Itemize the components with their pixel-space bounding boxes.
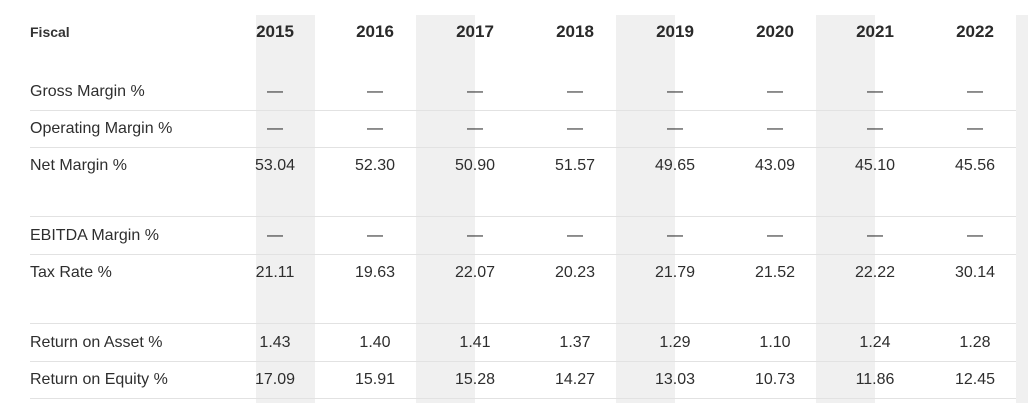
table-cell: — (967, 227, 983, 244)
table-cell: 50.90 (454, 157, 496, 174)
table-cell: 51.57 (554, 157, 596, 174)
table-cell: 45.56 (954, 157, 996, 174)
fiscal-header: Fiscal (30, 24, 70, 40)
year-header-2015: 2015 (256, 22, 294, 41)
row-divider (30, 323, 1016, 324)
table-cell: — (567, 227, 583, 244)
row-label-operating-margin: Operating Margin % (30, 120, 173, 137)
table-cell: — (567, 83, 583, 100)
column-shade-cut-off (1016, 15, 1028, 403)
table-cell: — (467, 227, 483, 244)
table-cell: 22.07 (454, 264, 496, 281)
row-divider (30, 216, 1016, 217)
table-cell: 21.11 (255, 264, 295, 281)
table-cell: 21.52 (754, 264, 796, 281)
table-cell: 15.91 (354, 371, 396, 388)
table-cell: — (767, 227, 783, 244)
year-header-2016: 2016 (356, 22, 394, 41)
table-cell: 21.79 (654, 264, 696, 281)
table-cell: — (267, 227, 283, 244)
year-header-2021: 2021 (856, 22, 894, 41)
table-cell: — (467, 120, 483, 137)
table-cell: 12.45 (954, 371, 996, 388)
table-cell: 1.29 (659, 334, 691, 351)
row-divider (30, 361, 1016, 362)
table-cell: 1.28 (959, 334, 991, 351)
table-cell: 30.14 (954, 264, 996, 281)
table-cell: — (767, 83, 783, 100)
table-cell: — (967, 83, 983, 100)
table-cell: — (567, 120, 583, 137)
table-cell: — (367, 120, 383, 137)
table-cell: 17.09 (254, 371, 296, 388)
year-header-2017: 2017 (456, 22, 494, 41)
table-cell: 1.43 (259, 334, 291, 351)
row-divider (30, 110, 1016, 111)
row-divider (30, 398, 1016, 399)
table-cell: — (967, 120, 983, 137)
year-header-2022: 2022 (956, 22, 994, 41)
table-cell: — (367, 83, 383, 100)
table-cell: 1.41 (459, 334, 491, 351)
table-cell: — (267, 83, 283, 100)
year-header-2018: 2018 (556, 22, 594, 41)
row-label-return-on-equity: Return on Equity % (30, 371, 168, 388)
table-cell: 1.24 (859, 334, 891, 351)
column-shade-2015 (256, 15, 315, 403)
table-cell: — (767, 120, 783, 137)
table-cell: 10.73 (754, 371, 796, 388)
table-cell: — (267, 120, 283, 137)
row-label-ebitda-margin: EBITDA Margin % (30, 227, 159, 244)
table-cell: — (867, 83, 883, 100)
row-divider (30, 147, 1016, 148)
table-cell: — (467, 83, 483, 100)
table-cell: 15.28 (454, 371, 496, 388)
row-label-gross-margin: Gross Margin % (30, 83, 145, 100)
table-cell: 1.40 (359, 334, 391, 351)
table-cell: 19.63 (354, 264, 396, 281)
table-cell: 22.22 (854, 264, 896, 281)
row-label-net-margin: Net Margin % (30, 157, 127, 174)
table-cell: 45.10 (854, 157, 896, 174)
table-cell: — (667, 120, 683, 137)
table-cell: 11.86 (855, 371, 895, 388)
table-cell: — (367, 227, 383, 244)
column-shade-2021 (816, 15, 875, 403)
table-cell: 14.27 (554, 371, 596, 388)
table-cell: 49.65 (654, 157, 696, 174)
column-shade-2017 (416, 15, 475, 403)
table-cell: 53.04 (254, 157, 296, 174)
table-cell: 1.37 (559, 334, 591, 351)
year-header-2020: 2020 (756, 22, 794, 41)
row-label-return-on-asset: Return on Asset % (30, 334, 163, 351)
year-header-2019: 2019 (656, 22, 694, 41)
table-cell: 20.23 (554, 264, 596, 281)
table-cell: — (667, 227, 683, 244)
table-cell: 43.09 (754, 157, 796, 174)
table-cell: 52.30 (354, 157, 396, 174)
table-cell: 1.10 (759, 334, 791, 351)
table-cell: 13.03 (654, 371, 696, 388)
table-cell: — (867, 120, 883, 137)
row-divider (30, 254, 1016, 255)
column-shade-2019 (616, 15, 675, 403)
row-label-tax-rate: Tax Rate % (30, 264, 112, 281)
table-cell: — (667, 83, 683, 100)
table-cell: — (867, 227, 883, 244)
